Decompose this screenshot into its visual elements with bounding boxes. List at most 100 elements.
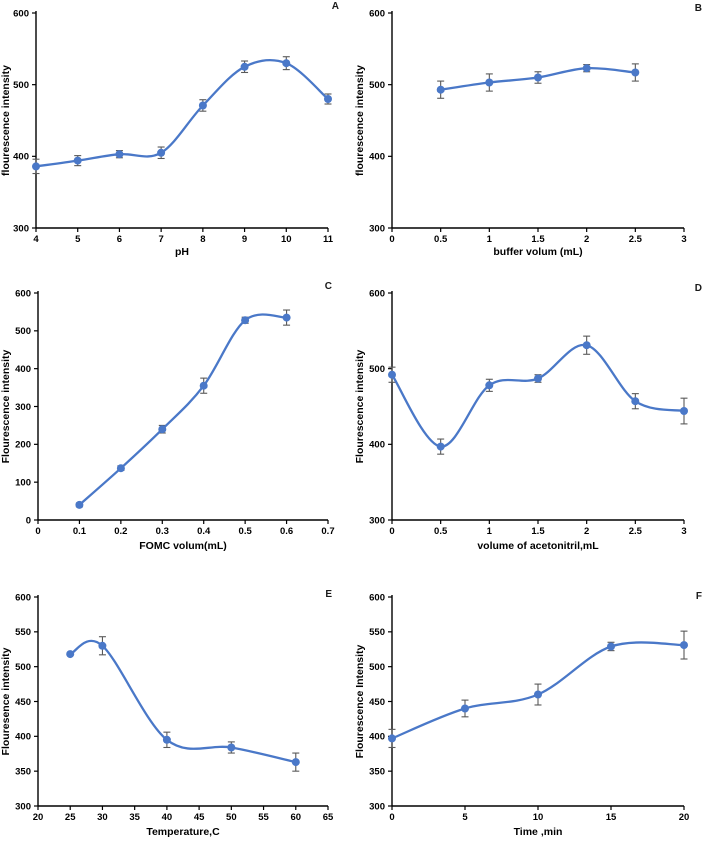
y-axis: 300 350 400 450 500 550 600: [15, 592, 38, 812]
svg-text:1.5: 1.5: [531, 234, 545, 245]
x-axis: 0 0.5 1 1.5 2 2.5 3: [389, 520, 687, 537]
chart-F-svg: 300 350 400 450 500 550 600 0 5 10 15 20 Time ,min Fl…: [354, 592, 689, 838]
x-axis: 0 0.5 1 1.5 2 2.5 3: [389, 228, 687, 245]
svg-text:450: 450: [15, 697, 31, 708]
svg-text:0.3: 0.3: [156, 526, 169, 537]
axes: [391, 11, 684, 229]
svg-text:2.5: 2.5: [629, 526, 643, 537]
svg-text:0: 0: [389, 234, 394, 245]
chart-D-svg: 300 400 500 600 0 0.5 1 1.5 2 2.5 3 volume of aceto…: [354, 288, 688, 552]
svg-text:2.5: 2.5: [629, 234, 643, 245]
svg-text:10: 10: [533, 812, 544, 823]
svg-text:500: 500: [369, 364, 385, 375]
panel-letter-B: B: [694, 3, 702, 14]
data-points: [388, 641, 688, 743]
svg-text:3: 3: [681, 234, 686, 245]
svg-text:0.6: 0.6: [280, 526, 293, 537]
svg-text:400: 400: [15, 732, 31, 743]
x-axis-label: pH: [175, 246, 189, 258]
svg-text:550: 550: [15, 627, 31, 638]
svg-text:500: 500: [13, 80, 29, 91]
svg-text:6: 6: [117, 234, 122, 245]
svg-text:5: 5: [75, 234, 81, 245]
svg-text:600: 600: [15, 592, 31, 603]
y-axis: 0 100 200 300 400 500 600: [15, 288, 38, 526]
svg-text:300: 300: [369, 515, 385, 526]
svg-text:3: 3: [681, 526, 686, 537]
svg-text:0.4: 0.4: [197, 526, 211, 537]
svg-text:400: 400: [369, 732, 385, 743]
svg-text:400: 400: [369, 440, 385, 451]
svg-text:30: 30: [97, 812, 108, 823]
x-axis-label: FOMC volum(mL): [139, 540, 227, 552]
svg-text:25: 25: [65, 812, 76, 823]
axes: [35, 11, 328, 229]
svg-text:600: 600: [13, 8, 29, 19]
svg-text:9: 9: [242, 234, 247, 245]
data-points: [388, 341, 688, 451]
panel-letter-D: D: [694, 283, 702, 294]
svg-text:1: 1: [487, 526, 493, 537]
x-axis: 20 25 30 35 40 45 50 55 60 65: [33, 806, 334, 823]
y-axis: 300 350 400 450 500 550 600: [369, 592, 392, 812]
panel-letter-E: E: [325, 589, 332, 600]
svg-text:0: 0: [389, 812, 394, 823]
svg-text:500: 500: [15, 662, 31, 673]
svg-text:500: 500: [369, 80, 385, 91]
error-bars: [32, 56, 332, 175]
svg-text:11: 11: [323, 234, 334, 245]
svg-text:100: 100: [15, 478, 31, 489]
x-axis: 0 0.1 0.2 0.3 0.4 0.5 0.6 0.7: [35, 520, 335, 537]
x-axis-label: volume of acetonitril,mL: [477, 540, 599, 552]
svg-text:55: 55: [258, 812, 269, 823]
svg-text:600: 600: [369, 288, 385, 299]
chart-C-svg: 0 100 200 300 400 500 600 0 0.1 0.2 0.3 0.4 0.5 0.6 0.…: [0, 288, 335, 552]
svg-text:0: 0: [389, 526, 394, 537]
y-axis: 300 400 500 600: [369, 288, 392, 526]
svg-text:1.5: 1.5: [531, 526, 545, 537]
panel-D: 300 400 500 600 0 0.5 1 1.5 2 2.5 3 volume of aceto…: [354, 260, 708, 560]
svg-text:65: 65: [323, 812, 334, 823]
error-bars: [98, 636, 300, 772]
svg-text:0.5: 0.5: [434, 234, 448, 245]
svg-text:350: 350: [369, 767, 385, 778]
svg-text:300: 300: [15, 402, 31, 413]
series-line: [34, 58, 330, 168]
svg-text:15: 15: [606, 812, 617, 823]
svg-text:400: 400: [13, 152, 29, 163]
error-bars: [388, 335, 688, 455]
svg-text:0: 0: [26, 515, 31, 526]
y-axis: 300 400 500 600: [369, 8, 392, 234]
svg-text:300: 300: [369, 223, 385, 234]
svg-text:20: 20: [33, 812, 44, 823]
error-bars: [388, 630, 688, 749]
panel-B: 300 400 500 600 0 0.5 1 1.5 2 2.5 3 buffer volum (m…: [354, 0, 708, 260]
x-axis-label: Temperature,C: [146, 826, 220, 838]
data-points: [75, 313, 291, 509]
panel-F: 300 350 400 450 500 550 600 0 5 10 15 20 Time ,min Fl…: [354, 560, 708, 846]
chart-A-svg: 300 400 500 600 4 5 6 7 8 9 10 11 pH flourescence int…: [0, 8, 334, 258]
y-axis: 300 400 500 600: [13, 8, 36, 234]
svg-text:600: 600: [369, 8, 385, 19]
svg-text:0.7: 0.7: [321, 526, 334, 537]
x-axis-label: buffer volum (mL): [493, 246, 582, 258]
panel-letter-F: F: [695, 591, 702, 602]
data-points: [436, 64, 640, 94]
svg-text:40: 40: [162, 812, 173, 823]
y-axis-label: flourescence intensity: [0, 65, 12, 176]
y-axis-label: Flouresence intensity: [0, 647, 12, 755]
svg-text:4: 4: [33, 234, 39, 245]
series-line: [69, 639, 297, 764]
panel-E: 300 350 400 450 500 550 600 20 25 30 35 40 45 50 55 60 6…: [0, 560, 354, 846]
axes: [391, 291, 684, 521]
panel-letter-C: C: [324, 281, 332, 292]
svg-text:10: 10: [281, 234, 292, 245]
series-line: [390, 343, 686, 448]
x-axis-label: Time ,min: [514, 826, 563, 838]
x-axis: 0 5 10 15 20: [389, 806, 689, 823]
x-axis: 4 5 6 7 8 9 10 11: [33, 228, 334, 245]
svg-text:400: 400: [15, 364, 31, 375]
y-axis-label: Flourescence intensity: [0, 349, 12, 463]
svg-text:20: 20: [679, 812, 690, 823]
